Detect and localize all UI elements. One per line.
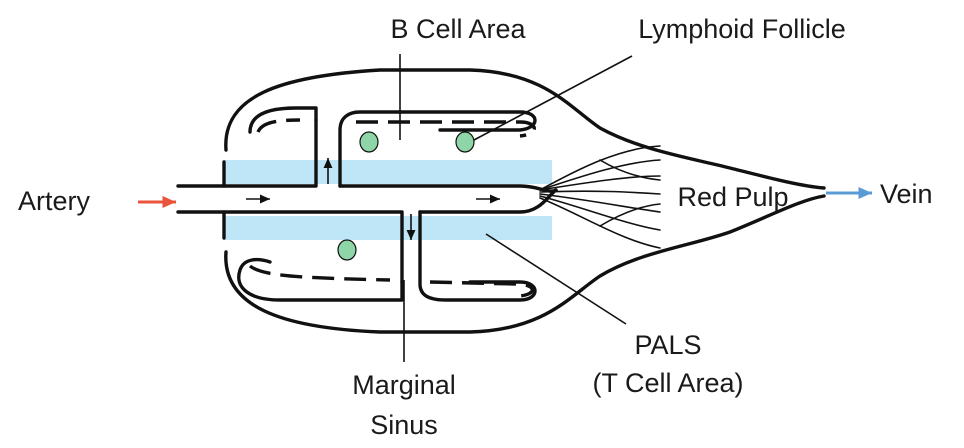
upper-sinus-wall xyxy=(338,184,558,193)
label-vein: Vein xyxy=(880,179,933,209)
label-b-cell-area: B Cell Area xyxy=(390,14,526,44)
pals-band-upper xyxy=(224,160,552,184)
follicle-cell-3 xyxy=(337,239,357,261)
inner-vessel-top-left xyxy=(248,106,318,134)
inner-vessel-bottom-left xyxy=(237,257,404,302)
red-pulp-sinusoids xyxy=(539,145,661,249)
label-pals-t-cell: (T Cell Area) xyxy=(592,368,743,398)
marginal-sinus-upper xyxy=(256,118,536,138)
follicle-cell-1 xyxy=(359,131,379,153)
label-red-pulp: Red Pulp xyxy=(677,182,788,212)
pals-band-lower xyxy=(224,216,552,240)
spleen-capsule-outline xyxy=(224,68,826,334)
marginal-sinus-lower xyxy=(248,264,534,298)
label-sinus: Sinus xyxy=(370,410,438,440)
label-lymphoid-follicle: Lymphoid Follicle xyxy=(638,14,846,44)
follicle-cell-2 xyxy=(455,131,475,153)
leader-lymphoid-follicle xyxy=(473,55,633,141)
artery-vessel xyxy=(176,160,226,240)
inner-vessel-bottom xyxy=(418,210,537,302)
central-arteriole-upper-wall xyxy=(222,110,537,188)
label-pals: PALS xyxy=(634,330,701,360)
leader-pals xyxy=(485,233,627,325)
label-artery: Artery xyxy=(18,186,91,216)
label-marginal: Marginal xyxy=(352,370,456,400)
